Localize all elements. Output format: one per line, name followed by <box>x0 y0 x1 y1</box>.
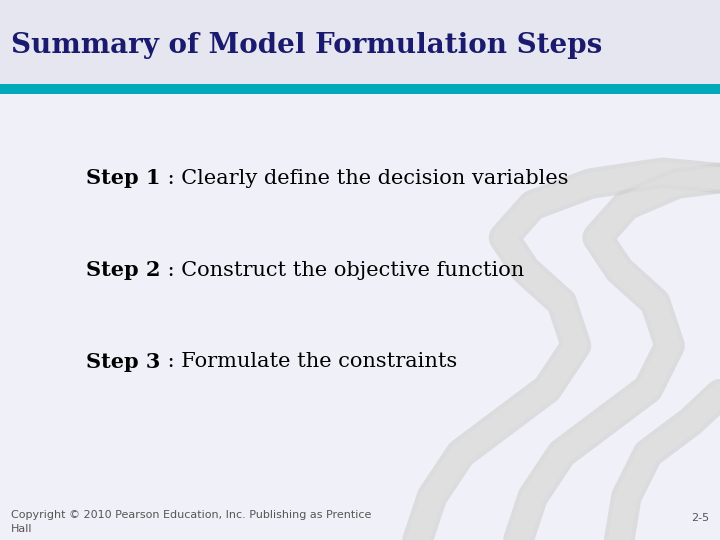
Text: : Construct the objective function: : Construct the objective function <box>161 260 524 280</box>
Text: Summary of Model Formulation Steps: Summary of Model Formulation Steps <box>11 32 602 59</box>
Text: : Formulate the constraints: : Formulate the constraints <box>161 352 457 372</box>
Text: : Clearly define the decision variables: : Clearly define the decision variables <box>161 168 568 188</box>
Text: Step 2: Step 2 <box>86 260 161 280</box>
Text: 2-5: 2-5 <box>691 514 709 523</box>
Text: Step 3: Step 3 <box>86 352 161 372</box>
Text: Copyright © 2010 Pearson Education, Inc. Publishing as Prentice
Hall: Copyright © 2010 Pearson Education, Inc.… <box>11 510 372 534</box>
Text: Step 1: Step 1 <box>86 168 161 188</box>
FancyBboxPatch shape <box>0 84 720 94</box>
FancyBboxPatch shape <box>0 0 720 86</box>
FancyBboxPatch shape <box>0 86 720 540</box>
